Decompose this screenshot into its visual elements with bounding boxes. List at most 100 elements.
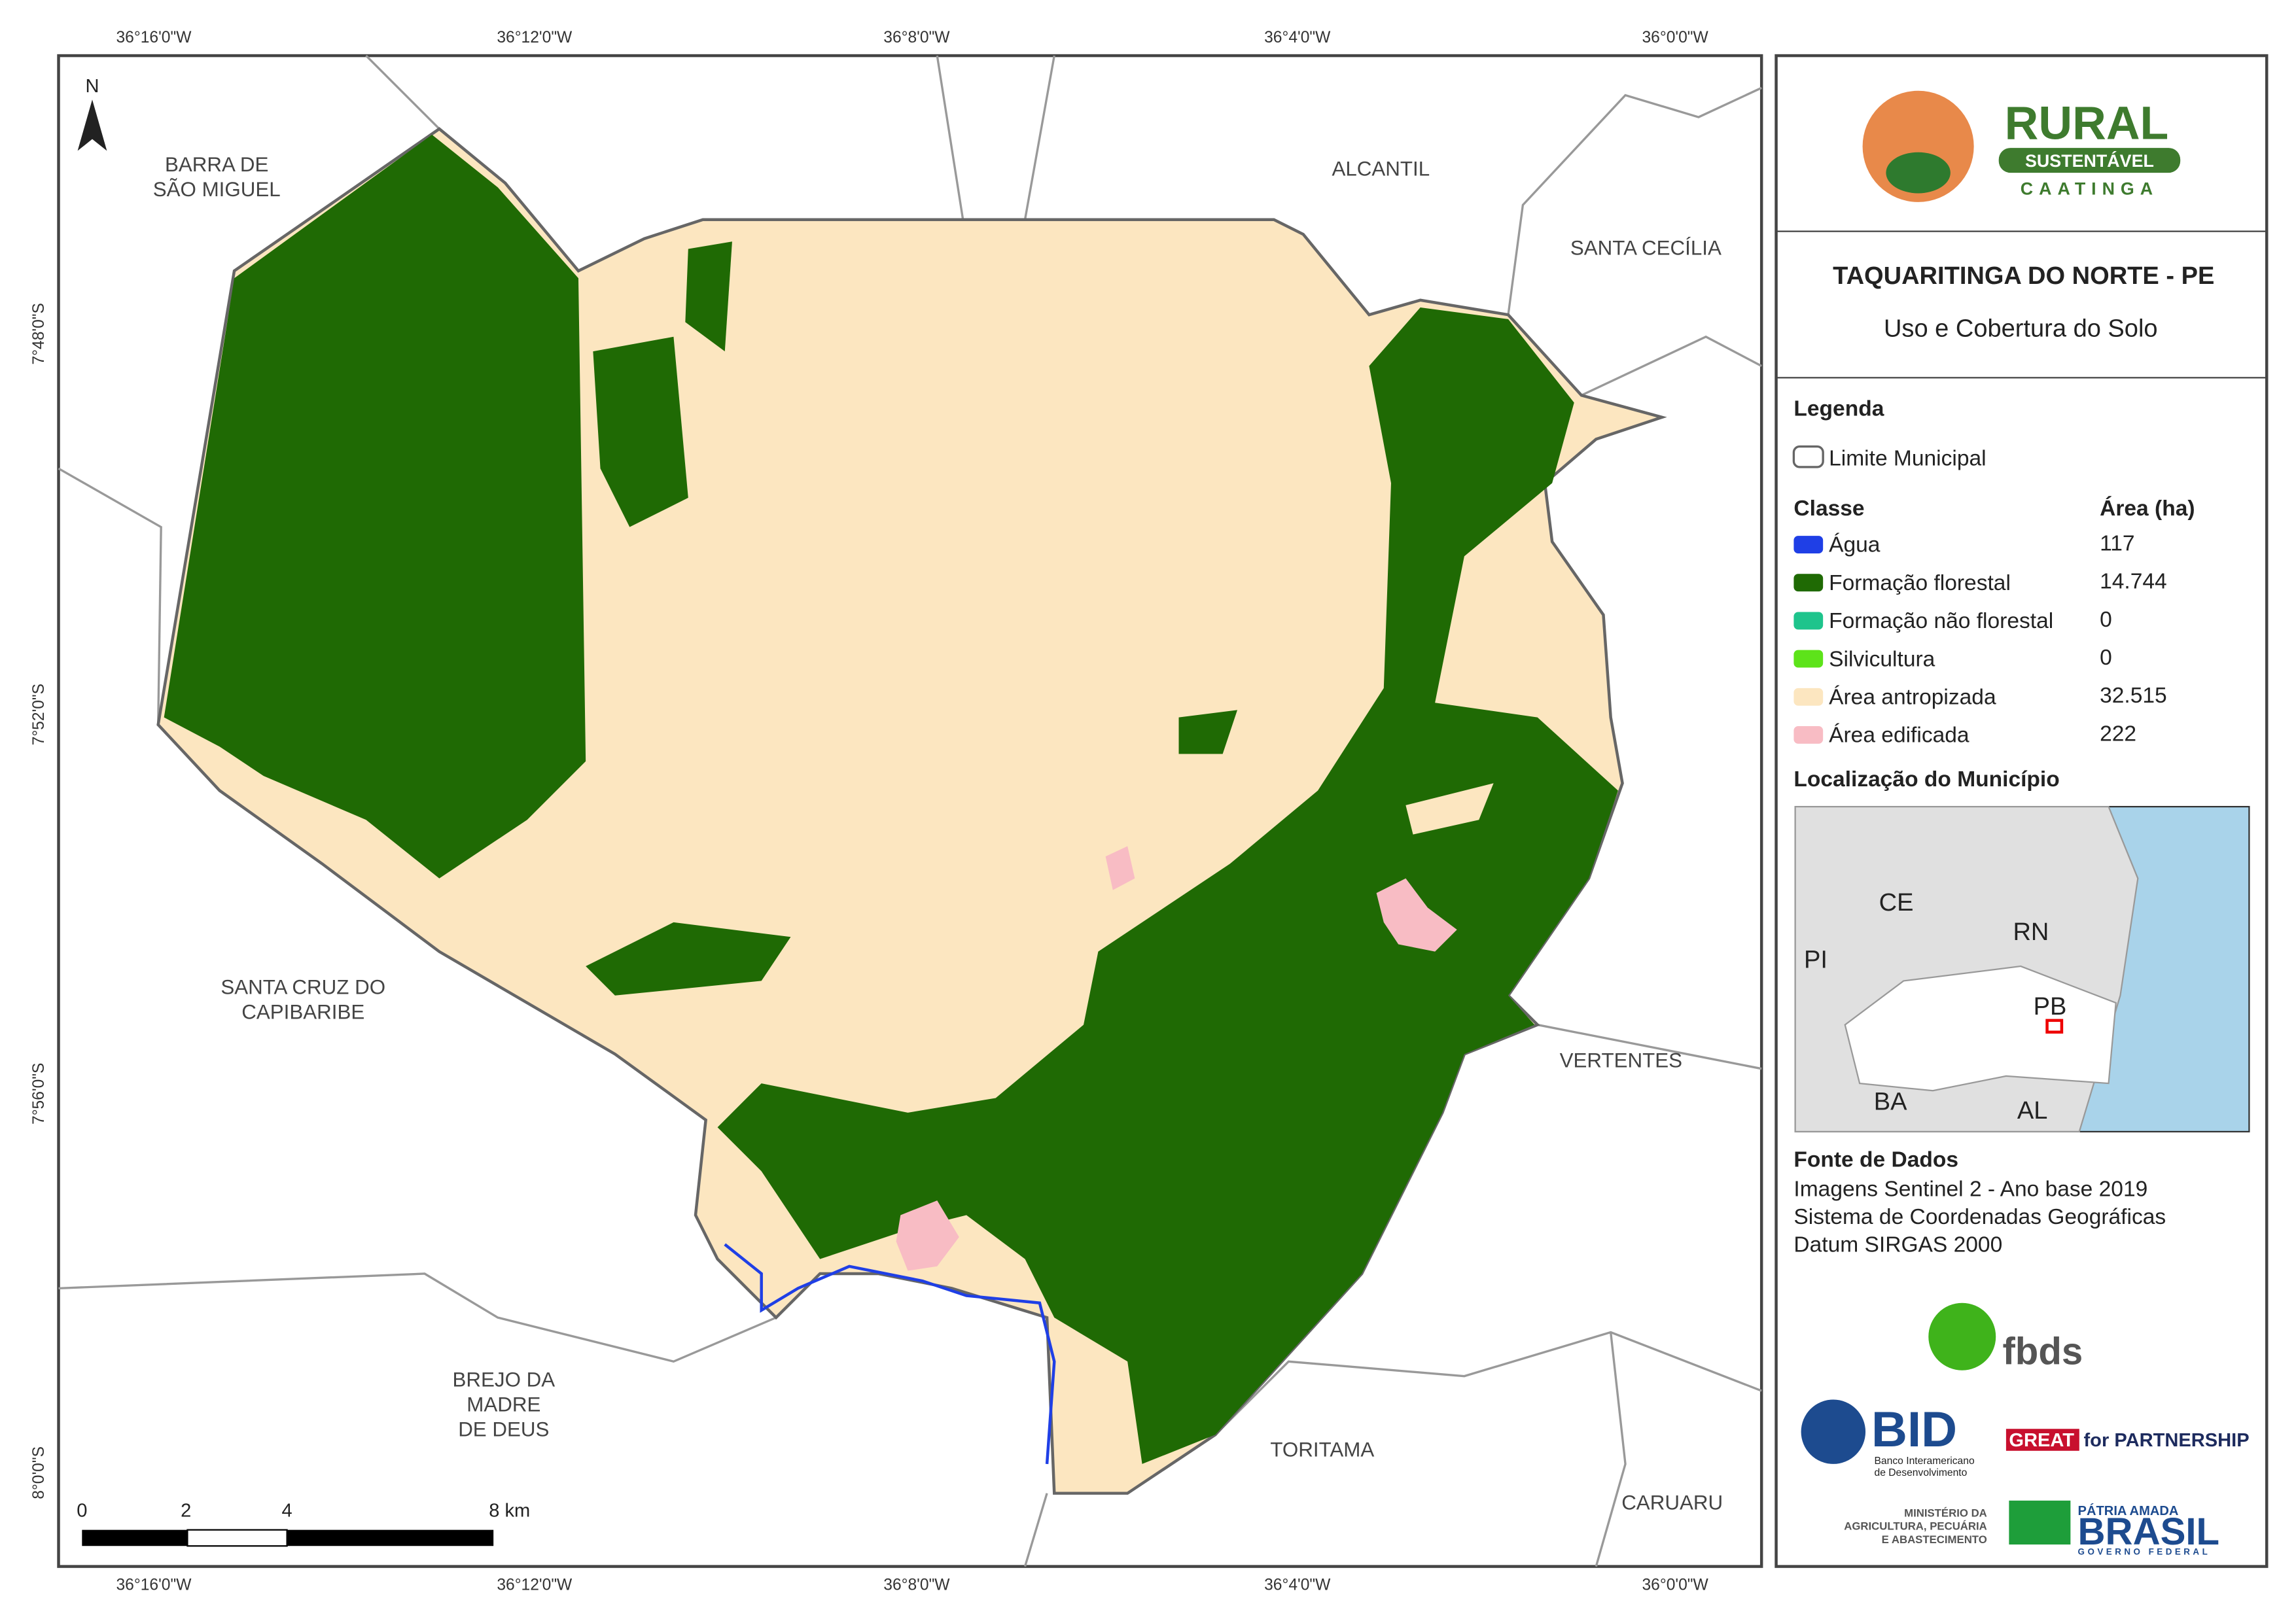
forest-west	[164, 134, 586, 879]
coord-label: 36°16'0"W	[116, 29, 192, 46]
scale-bar	[82, 1529, 494, 1547]
location-heading: Localização do Município	[1793, 767, 2059, 792]
coord-label: 36°0'0"W	[1642, 29, 1709, 46]
ministry-logo: E ABASTECIMENTO	[1882, 1533, 1987, 1546]
neighbor-boundaries	[58, 54, 1762, 1567]
inset-label: PB	[2034, 993, 2067, 1021]
source-heading: Fonte de Dados	[1793, 1148, 1958, 1172]
coord-label: 36°4'0"W	[1264, 1576, 1331, 1594]
clearing	[1405, 783, 1494, 835]
legend-swatch	[1793, 650, 1824, 668]
forest-patch	[593, 336, 688, 527]
place-label: ALCANTIL	[1332, 158, 1430, 181]
place-label: SANTA CRUZ DO	[221, 976, 385, 999]
fbds-mark	[1928, 1302, 1996, 1370]
inset-marker	[2045, 1019, 2064, 1034]
sidebar: RURAL SUSTENTÁVEL CAATINGA TAQUARITINGA …	[1775, 54, 2269, 1568]
great-logo: GREAT	[2009, 1430, 2074, 1451]
brasil-mark	[2009, 1500, 2071, 1545]
scale-segment	[82, 1529, 188, 1546]
coord-label: 36°16'0"W	[116, 1576, 192, 1594]
logo-band	[1998, 148, 2181, 173]
brasil-logo: PÁTRIA AMADA	[2078, 1503, 2179, 1518]
forest-patch	[586, 922, 791, 996]
coord-label: 8°0'0"S	[30, 1446, 48, 1499]
forest-cover	[164, 134, 1618, 1465]
coord-label: 7°56'0"S	[30, 1063, 48, 1125]
legend-swatch	[1793, 574, 1824, 592]
ministry-logo: AGRICULTURA, PECUÁRIA	[1844, 1520, 1987, 1533]
place-label: CARUARU	[1621, 1491, 1723, 1514]
coord-label: 36°12'0"W	[497, 29, 573, 46]
map-panel: N 36°16'0"W 36°16'0"W 36°12'0"W 36°12'0"W 36…	[30, 29, 1763, 1594]
legend-class: Água	[1829, 533, 1881, 557]
legend-area: 0	[2100, 646, 2112, 670]
north-label: N	[85, 76, 99, 97]
legend-class: Formação florestal	[1829, 571, 2011, 595]
boundary-swatch	[1792, 445, 1824, 468]
legend-area: 117	[2100, 531, 2134, 555]
legend-area: 0	[2100, 608, 2112, 632]
legend-class: Formação não florestal	[1829, 609, 2053, 633]
brasil-logo: GOVERNO FEDERAL	[2078, 1547, 2211, 1557]
legend-class: Silvicultura	[1829, 647, 1935, 671]
coord-label: 36°8'0"W	[883, 1576, 950, 1594]
legend-swatch	[1793, 726, 1824, 744]
scale-label: 4	[282, 1500, 292, 1521]
map-title: TAQUARITINGA DO NORTE - PE	[1833, 262, 2214, 290]
urban-area	[1376, 878, 1457, 952]
source-line: Sistema de Coordenadas Geográficas	[1793, 1205, 2166, 1229]
north-arrow	[77, 99, 107, 151]
brasil-logo: BRASIL	[2078, 1510, 2220, 1553]
scale-label: 0	[77, 1500, 87, 1521]
forest-patch	[1178, 710, 1238, 754]
legend-class: Área antropizada	[1829, 685, 1996, 709]
coord-label: 36°0'0"W	[1642, 1576, 1709, 1594]
coord-label: 7°52'0"S	[30, 684, 48, 745]
area-header: Área (ha)	[2100, 496, 2195, 521]
bid-mark	[1801, 1399, 1866, 1464]
scale-label: 8 km	[489, 1500, 530, 1521]
fbds-logo: fbds	[2002, 1331, 2083, 1373]
inset-label: BA	[1874, 1088, 1907, 1115]
bid-subtitle: Banco Interamericano	[1874, 1456, 1974, 1467]
coord-label: 36°12'0"W	[497, 1576, 573, 1594]
place-label: BREJO DA	[452, 1368, 555, 1391]
legend-swatch	[1793, 536, 1824, 553]
inset-label: AL	[2017, 1097, 2048, 1125]
legend-class: Área edificada	[1829, 724, 1969, 748]
forest-patch	[685, 241, 732, 352]
bid-subtitle: de Desenvolvimento	[1874, 1467, 1967, 1478]
source-line: Datum SIRGAS 2000	[1793, 1232, 2002, 1257]
source-line: Imagens Sentinel 2 - Ano base 2019	[1793, 1177, 2147, 1201]
map-subtitle: Uso e Cobertura do Solo	[1884, 315, 2158, 343]
place-label: SANTA CECÍLIA	[1570, 236, 1722, 259]
urban-area	[1105, 846, 1135, 890]
logo-region: CAATINGA	[2021, 179, 2159, 199]
legend-area: 14.744	[2100, 570, 2167, 594]
legend-area: 32.515	[2100, 684, 2167, 708]
coord-label: 36°8'0"W	[883, 29, 950, 46]
logo-title: RURAL	[2005, 97, 2169, 150]
logo-subtitle: SUSTENTÁVEL	[2025, 150, 2154, 171]
place-label: CAPIBARIBE	[241, 1001, 364, 1024]
scale-label: 2	[181, 1500, 191, 1521]
logo-tree	[1886, 152, 1951, 194]
partnership-logo: for PARTNERSHIP	[2084, 1430, 2250, 1451]
place-label: BARRA DE	[165, 153, 268, 176]
legend-swatch	[1793, 612, 1824, 630]
coord-label: 36°4'0"W	[1264, 29, 1331, 46]
scale-segment	[287, 1529, 494, 1546]
bid-logo: BID	[1871, 1402, 1957, 1457]
inset-label: RN	[2013, 918, 2049, 946]
ministry-logo: MINISTÉRIO DA	[1904, 1507, 1987, 1519]
river	[724, 1243, 1056, 1465]
place-label: DE DEUS	[458, 1418, 549, 1440]
inset-label: CE	[1879, 889, 1914, 916]
place-label: MADRE	[467, 1393, 540, 1416]
class-header: Classe	[1793, 497, 1864, 521]
coord-label: 7°48'0"S	[30, 303, 48, 364]
boundary-label: Limite Municipal	[1829, 447, 1987, 471]
urban-area	[896, 1200, 959, 1271]
